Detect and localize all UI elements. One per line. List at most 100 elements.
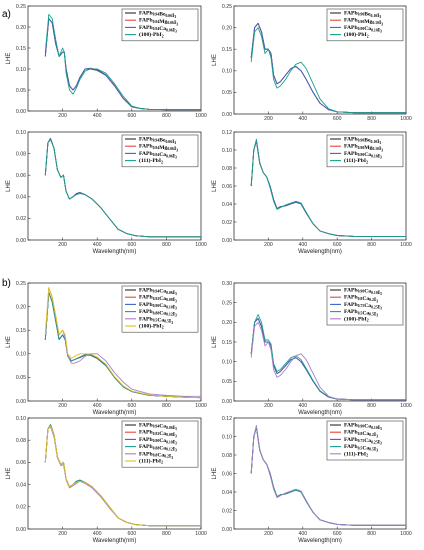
y-tick-label: 0.00 bbox=[222, 238, 232, 244]
legend-box bbox=[326, 134, 404, 168]
y-tick-label: 0.04 bbox=[16, 482, 26, 488]
series-line-2 bbox=[250, 317, 406, 401]
x-tick-label: 400 bbox=[298, 403, 307, 409]
series-line-3 bbox=[250, 138, 406, 237]
legend-entry: FAPb0.5Ca0.5I3 bbox=[139, 316, 173, 325]
legend-entry: FAPb0.94Mg0.06I3 bbox=[139, 144, 178, 153]
legend-entry: FAPb0.94Ca0.06I3 bbox=[139, 25, 177, 34]
chart-a-bottom-right: 0.00 0.02 0.04 0.06 0.08 0.10 0.12 200 400 600 800… bbox=[212, 130, 412, 255]
x-axis-label: Wavelength(nm) bbox=[93, 538, 137, 544]
legend-entry: FAPb0.90Ca0.10I3 bbox=[344, 151, 382, 160]
y-tick-label: 0.10 bbox=[16, 352, 26, 358]
plot-frame bbox=[27, 5, 202, 112]
y-tick-label: 0.12 bbox=[222, 416, 232, 422]
legend-entry: FAPb0.94Be0.06I3 bbox=[139, 137, 176, 146]
y-tick-label: 0.08 bbox=[222, 166, 232, 172]
section-label-b: b) bbox=[2, 278, 11, 289]
legend-entry: FAPb0.90Mg0.10I3 bbox=[344, 18, 383, 27]
x-tick-label: 800 bbox=[162, 403, 171, 409]
y-axis-label: LHE bbox=[212, 336, 218, 348]
y-tick-label: 0.30 bbox=[222, 281, 232, 287]
x-tick-label: 600 bbox=[333, 242, 342, 248]
legend-entry: FAPb0.88Ca0.12I3 bbox=[139, 309, 177, 318]
legend-entry: (111)-PbI2 bbox=[344, 450, 368, 457]
x-tick-label: 800 bbox=[367, 403, 376, 409]
y-tick-label: 0.00 bbox=[16, 527, 26, 533]
x-tick-label: 400 bbox=[298, 116, 307, 122]
y-tick-label: 0.10 bbox=[222, 69, 232, 75]
y-tick-label: 0.00 bbox=[16, 238, 26, 244]
section-label-a: a) bbox=[2, 9, 11, 20]
legend-entry: (100)-PbI2 bbox=[139, 31, 164, 38]
y-axis-label: LHE bbox=[6, 468, 12, 480]
legend-entry: (100)-PbI2 bbox=[344, 315, 369, 322]
x-tick-label: 400 bbox=[93, 403, 102, 409]
legend-entry: FAPb0.5Ca0.5I3 bbox=[344, 444, 378, 453]
series-line-5 bbox=[44, 425, 201, 527]
y-tick-label: 0.10 bbox=[16, 416, 26, 422]
chart-a-top-left: 0.00 0.05 0.10 0.15 0.20 0.25 200 400 600 800 1000… bbox=[6, 4, 207, 119]
x-axis-label: Wavelength(nm) bbox=[93, 249, 137, 255]
legend-entry: FAPb0.90Be0.10I3 bbox=[344, 11, 381, 20]
y-tick-label: 0.20 bbox=[222, 320, 232, 326]
y-tick-label: 0.10 bbox=[222, 434, 232, 440]
plot-frame bbox=[27, 131, 202, 241]
y-tick-label: 0.15 bbox=[16, 328, 26, 334]
y-tick-label: 0.20 bbox=[222, 25, 232, 31]
legend-box bbox=[121, 285, 199, 333]
series-line-3 bbox=[250, 314, 406, 401]
chart-b-bottom-left: 0.00 0.02 0.04 0.06 0.08 0.10 200 400 600 800 1000… bbox=[6, 416, 207, 544]
series-line-3 bbox=[44, 13, 201, 111]
legend-box bbox=[121, 420, 199, 468]
legend-entry: (111)-PbI2 bbox=[139, 157, 163, 164]
x-tick-label: 200 bbox=[264, 242, 273, 248]
x-tick-label: 800 bbox=[162, 531, 171, 537]
legend-box bbox=[121, 8, 199, 42]
legend-entry: FAPb0.90Ca0.10I3 bbox=[344, 423, 382, 432]
chart-a-top-right: 0.00 0.05 0.10 0.15 0.20 0.25 200 400 600 800 1000… bbox=[212, 4, 412, 122]
y-tick-label: 0.08 bbox=[16, 438, 26, 444]
y-tick-label: 0.06 bbox=[222, 184, 232, 190]
x-tick-label: 800 bbox=[367, 116, 376, 122]
legend-entry: (111)-PbI2 bbox=[139, 458, 163, 465]
x-tick-label: 200 bbox=[264, 531, 273, 537]
chart-b-top-left: 0.00 0.05 0.10 0.15 0.20 0.25 200 400 600 800 1000… bbox=[6, 281, 207, 416]
legend-entry: (111)-PbI2 bbox=[344, 157, 368, 164]
x-tick-label: 1000 bbox=[195, 531, 207, 537]
y-tick-label: 0.25 bbox=[222, 4, 232, 10]
x-axis-label: Wavelength(nm) bbox=[298, 538, 342, 544]
legend-box bbox=[121, 134, 199, 168]
x-tick-label: 800 bbox=[162, 242, 171, 248]
y-tick-label: 0.06 bbox=[16, 460, 26, 466]
y-tick-label: 0.00 bbox=[222, 399, 232, 405]
x-tick-label: 600 bbox=[127, 242, 136, 248]
y-tick-label: 0.06 bbox=[16, 173, 26, 179]
y-tick-label: 0.06 bbox=[222, 471, 232, 477]
y-axis-label: LHE bbox=[212, 54, 218, 66]
legend-entry: FAPb0.88Ca0.12I3 bbox=[139, 444, 177, 453]
y-tick-label: 0.04 bbox=[222, 490, 232, 496]
legend-entry: FAPb0.8Ca0.2I3 bbox=[139, 451, 173, 460]
series-line-4 bbox=[250, 424, 406, 526]
legend-box bbox=[326, 8, 404, 42]
legend-entry: FAPb0.94Mg0.06I3 bbox=[139, 18, 178, 27]
x-tick-label: 600 bbox=[333, 531, 342, 537]
y-tick-label: 0.05 bbox=[16, 88, 26, 94]
y-tick-label: 0.15 bbox=[222, 340, 232, 346]
y-axis-label: LHE bbox=[212, 180, 218, 192]
legend-entry: FAPb0.90Ca0.10I3 bbox=[344, 288, 382, 297]
legend-entry: FAPb0.8Ca0.2I3 bbox=[344, 430, 378, 439]
chart-b-top-right: 0.00 0.05 0.10 0.15 0.20 0.25 0.30 200 400 600 800… bbox=[212, 281, 412, 416]
y-tick-label: 0.00 bbox=[16, 109, 26, 115]
y-axis-label: LHE bbox=[212, 468, 218, 480]
legend-entry: FAPb0.92Ca0.08I3 bbox=[139, 430, 177, 439]
y-tick-label: 0.05 bbox=[16, 375, 26, 381]
x-tick-label: 400 bbox=[93, 242, 102, 248]
x-tick-label: 1000 bbox=[400, 116, 412, 122]
y-tick-label: 0.08 bbox=[222, 453, 232, 459]
plot-frame bbox=[233, 5, 407, 115]
y-tick-label: 0.00 bbox=[222, 527, 232, 533]
y-tick-label: 0.04 bbox=[222, 202, 232, 208]
legend-entry: FAPb0.75Ca0.25I3 bbox=[344, 437, 382, 446]
x-tick-label: 600 bbox=[127, 113, 136, 119]
